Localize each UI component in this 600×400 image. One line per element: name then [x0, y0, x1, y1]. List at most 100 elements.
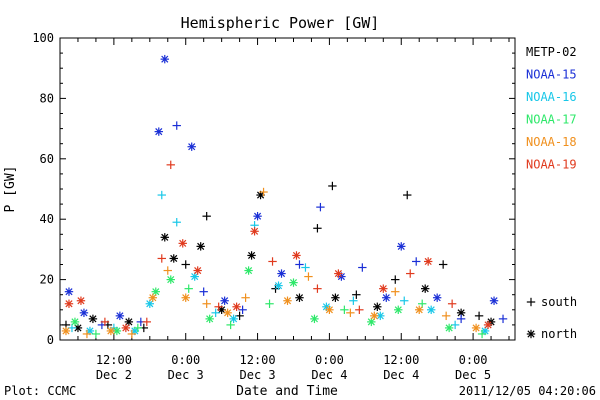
data-point — [211, 308, 220, 318]
data-point — [313, 224, 322, 233]
data-point — [241, 293, 250, 302]
legend-item: NOAA-17 — [526, 113, 577, 127]
legend: METP-02 NOAA-15 NOAA-16 NOAA-17 NOAA-18 NOAA-… — [526, 45, 577, 172]
legend-item: NOAA-16 — [526, 90, 577, 104]
x-tick-label-date: Dec 5 — [455, 368, 491, 382]
data-point — [133, 323, 143, 333]
data-point — [172, 121, 181, 130]
data-point — [214, 302, 223, 311]
data-point — [313, 284, 322, 293]
data-point — [340, 305, 349, 314]
x-tick-label-time: 12:00 — [96, 353, 132, 367]
data-point — [292, 251, 301, 260]
data-point — [346, 308, 355, 318]
data-point — [64, 299, 74, 308]
data-point — [483, 320, 493, 330]
x-tick-label-time: 0:00 — [171, 353, 200, 367]
data-point — [379, 284, 388, 293]
data-point — [253, 211, 262, 221]
y-tick-label: 60 — [40, 152, 54, 166]
data-point — [244, 266, 253, 275]
data-point — [397, 242, 406, 251]
marker-legend-label: north — [541, 327, 577, 341]
x-tick-label-time: 12:00 — [240, 353, 276, 367]
data-point — [193, 266, 202, 275]
data-point — [154, 127, 163, 136]
data-point — [474, 311, 484, 321]
data-point — [157, 254, 166, 263]
y-tick-label: 40 — [40, 212, 54, 226]
data-point — [328, 181, 337, 191]
y-tick-label: 0 — [47, 333, 54, 347]
data-point — [456, 308, 466, 318]
data-point — [226, 320, 235, 330]
data-point — [498, 314, 508, 324]
data-point — [412, 257, 421, 266]
y-axis: 0 20 40 60 80 100 — [32, 31, 515, 347]
data-point — [295, 293, 304, 302]
y-tick-label: 80 — [40, 91, 54, 105]
data-point — [456, 314, 466, 324]
data-point — [349, 296, 358, 305]
footer-plot-credit: Plot: CCMC — [4, 384, 76, 398]
data-point — [82, 329, 92, 339]
data-points — [61, 54, 508, 339]
x-tick-label-date: Dec 2 — [96, 368, 132, 382]
data-point — [169, 254, 178, 263]
plot-area — [59, 37, 516, 341]
data-point — [441, 311, 451, 321]
data-point — [391, 287, 400, 296]
data-point — [316, 202, 325, 212]
data-point — [301, 263, 310, 272]
data-point — [394, 305, 403, 314]
data-point — [220, 296, 229, 305]
legend-item: NOAA-15 — [526, 68, 577, 82]
data-point — [157, 190, 166, 200]
data-point — [106, 326, 116, 336]
data-point — [229, 314, 238, 324]
data-point — [438, 260, 448, 269]
x-tick-label-date: Dec 3 — [240, 368, 276, 382]
data-point — [426, 305, 436, 314]
data-point — [88, 314, 98, 324]
data-point — [310, 314, 319, 324]
data-point — [373, 302, 382, 311]
data-point — [403, 190, 412, 200]
data-point — [250, 227, 259, 236]
data-point — [370, 311, 379, 321]
data-point — [259, 187, 268, 197]
data-point — [199, 287, 208, 296]
marker-legend-symbol — [526, 329, 536, 339]
data-point — [325, 305, 334, 314]
data-point — [190, 272, 199, 281]
data-point — [415, 305, 424, 314]
data-point — [352, 290, 361, 299]
data-point — [91, 329, 101, 339]
data-point — [205, 314, 214, 324]
data-point — [124, 317, 134, 327]
data-point — [160, 233, 169, 242]
legend-item: NOAA-19 — [526, 158, 577, 172]
data-point — [289, 278, 298, 287]
data-point — [76, 296, 86, 305]
data-point — [112, 326, 122, 336]
data-point — [166, 275, 175, 284]
data-point — [489, 296, 499, 305]
data-point — [172, 218, 181, 227]
x-tick-label-date: Dec 4 — [383, 368, 419, 382]
data-point — [268, 257, 277, 266]
data-point — [223, 308, 232, 318]
data-point — [142, 317, 152, 327]
data-point — [163, 266, 172, 275]
data-point — [406, 269, 415, 278]
data-point — [232, 302, 241, 311]
data-point — [334, 269, 343, 278]
data-point — [277, 269, 286, 278]
data-point — [331, 293, 340, 302]
data-point — [355, 305, 364, 314]
data-point — [166, 160, 175, 170]
data-point — [187, 142, 196, 151]
data-point — [64, 287, 74, 296]
y-tick-label: 100 — [32, 31, 54, 45]
